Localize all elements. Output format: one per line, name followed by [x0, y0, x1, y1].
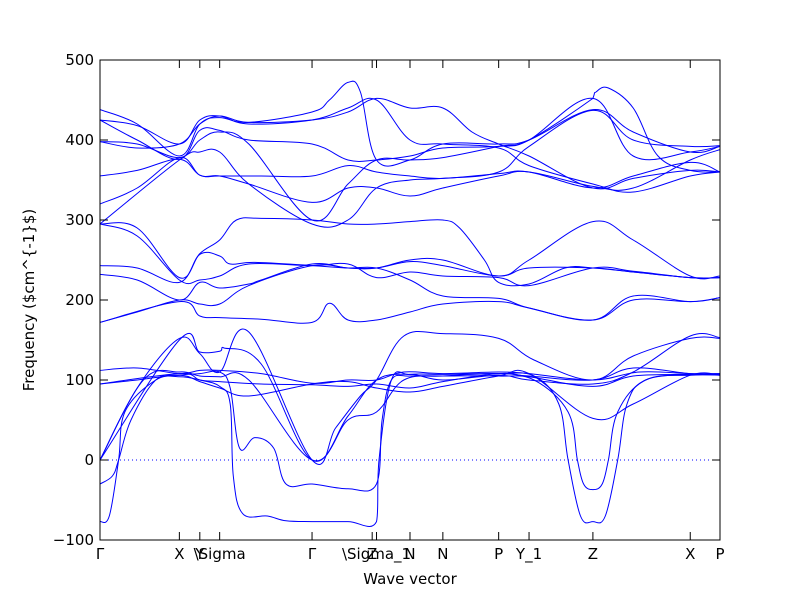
band-line-1	[100, 332, 720, 462]
band-line-14	[100, 217, 720, 287]
band-line-16	[100, 158, 720, 189]
band-line-17	[100, 109, 720, 228]
x-tick-label: Γ	[96, 545, 105, 563]
band-line-3	[100, 367, 720, 462]
band-line-5	[100, 367, 720, 384]
x-tick-label: X	[174, 545, 184, 563]
x-tick-label: P	[715, 545, 724, 563]
x-tick-label: Z	[588, 545, 598, 563]
x-tick-label: P	[494, 545, 503, 563]
y-axis-label: Frequency ($cm^{-1}$)	[20, 209, 38, 392]
band-line-9	[100, 264, 720, 323]
band-line-7	[100, 370, 720, 492]
x-tick-label: Y	[194, 545, 205, 563]
x-tick-label: X	[685, 545, 695, 563]
x-tick-label: Y_1	[515, 545, 542, 564]
band-line-15	[100, 149, 720, 205]
band-line-21	[100, 97, 720, 193]
band-line-11	[100, 220, 720, 301]
y-tick-label: 500	[65, 51, 94, 69]
band-line-13	[100, 223, 720, 287]
y-tick-label: 200	[65, 291, 94, 309]
x-tick-label: \Sigma_1	[342, 545, 411, 564]
y-tick-label: −100	[53, 531, 94, 549]
band-line-8	[100, 371, 720, 527]
y-tick-label: 300	[65, 211, 94, 229]
band-line-12	[100, 251, 720, 284]
band-line-10	[100, 294, 720, 324]
y-tick-label: 0	[84, 451, 94, 469]
band-line-20	[100, 80, 720, 167]
x-tick-label: N	[437, 545, 448, 563]
x-tick-label: Γ	[308, 545, 317, 563]
y-tick-label: 400	[65, 131, 94, 149]
band-line-22	[100, 97, 720, 190]
x-tick-label: \Sigma	[194, 545, 246, 563]
band-line-6	[100, 369, 720, 421]
x-tick-label: N	[404, 545, 415, 563]
x-axis-label: Wave vector	[363, 570, 457, 588]
x-tick-label: Z	[367, 545, 377, 563]
y-tick-label: 100	[65, 371, 94, 389]
